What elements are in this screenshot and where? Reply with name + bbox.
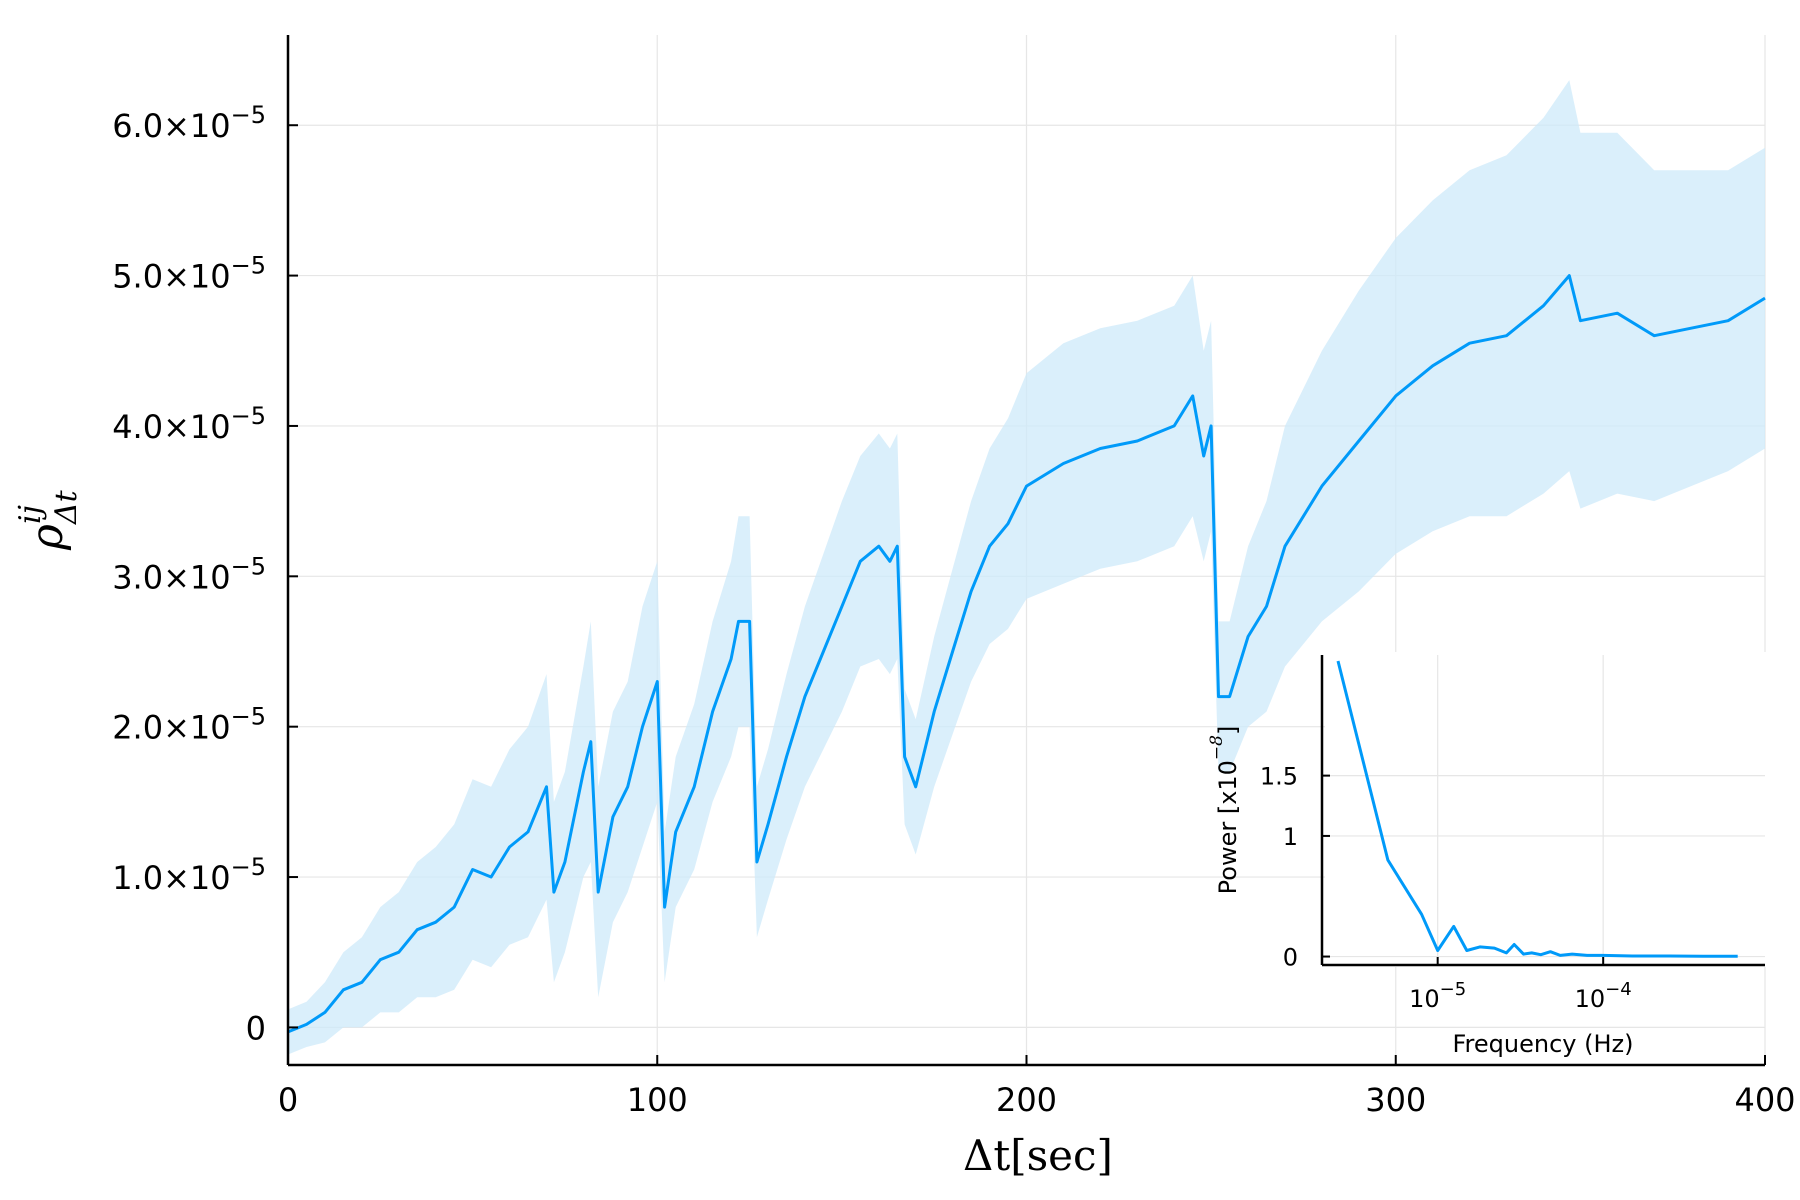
y-tick-label: 3.0×10−5 <box>112 552 266 596</box>
series-line <box>287 274 1766 1034</box>
main-chart: 0 100 200 300 400 0 1.0×10−5 2.0×10−5 3.0×10−5 4… <box>13 35 1796 1180</box>
x-tick-labels: 0 100 200 300 400 <box>278 1081 1796 1119</box>
x-axis-label: Δt[sec] <box>963 1131 1113 1180</box>
inset-x-tick-label: 10−4 <box>1575 979 1632 1013</box>
svg-text:Power [x10−8]: Power [x10−8] <box>1207 726 1242 895</box>
y-axis-label: ρ ij Δt <box>13 489 84 551</box>
y-axis-label-sub: Δt <box>49 489 84 525</box>
y-tick-label: 5.0×10−5 <box>112 252 266 296</box>
x-tick-label: 100 <box>627 1081 688 1119</box>
confidence-band <box>288 80 1765 1055</box>
inset-x-tick-labels: 10−5 10−4 <box>1409 979 1632 1013</box>
x-tick-label: 0 <box>278 1081 298 1119</box>
inset-y-tick-label: 0 <box>1283 944 1298 972</box>
y-tick-label: 0 <box>246 1009 266 1047</box>
x-tick-label: 300 <box>1365 1081 1426 1119</box>
inset-y-label-exp: −8 <box>1207 735 1227 760</box>
y-tick-label: 6.0×10−5 <box>112 101 266 145</box>
main-axes <box>286 35 1766 1067</box>
inset-y-tick-label: 1 <box>1283 823 1298 851</box>
y-axis-label-base: ρ <box>22 524 73 551</box>
inset-background <box>1325 652 1767 967</box>
y-tick-label: 1.0×10−5 <box>112 853 266 897</box>
y-tick-labels: 0 1.0×10−5 2.0×10−5 3.0×10−5 4.0×10−5 5.0×10−… <box>112 101 266 1047</box>
inset-y-tick-label: 1.5 <box>1260 763 1298 791</box>
x-tick-label: 200 <box>996 1081 1057 1119</box>
inset-y-label-base: Power [x10 <box>1214 760 1242 894</box>
y-tick-label: 2.0×10−5 <box>112 703 266 747</box>
x-tick-label: 400 <box>1734 1081 1795 1119</box>
inset-axes <box>1320 655 1765 967</box>
inset-chart: 10−5 10−4 011.5 Frequency (Hz) Power [x10… <box>1207 652 1767 1058</box>
inset-series-line <box>1336 660 1738 958</box>
inset-x-axis-label: Frequency (Hz) <box>1453 1030 1634 1058</box>
y-axis-label-sup: ij <box>13 505 48 524</box>
inset-y-tick-labels: 011.5 <box>1260 763 1298 972</box>
inset-y-axis-label: Power [x10−8] <box>1207 726 1242 895</box>
inset-y-label-close: ] <box>1214 726 1242 735</box>
y-tick-label: 4.0×10−5 <box>112 402 266 446</box>
inset-x-tick-label: 10−5 <box>1409 979 1466 1013</box>
